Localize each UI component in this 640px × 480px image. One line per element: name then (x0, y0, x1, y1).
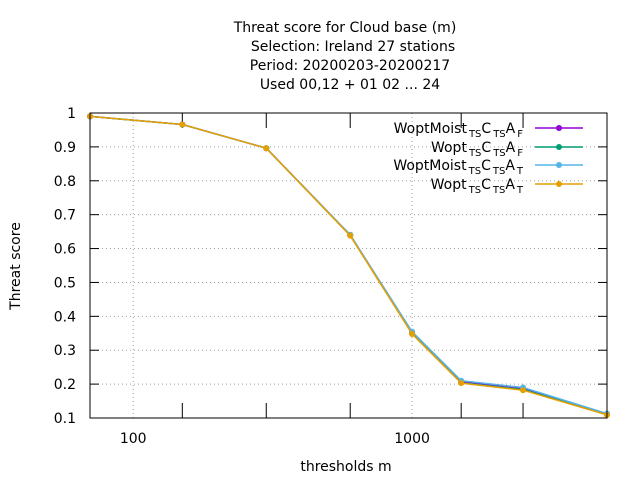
series-1 (87, 113, 610, 417)
series-line (89, 115, 608, 416)
y-tick-label: 0.7 (54, 208, 76, 224)
title-line-2: Selection: Ireland 27 stations (251, 39, 455, 55)
y-tick-label: 0.8 (54, 174, 76, 190)
data-point (179, 121, 186, 128)
y-tick-label: 0.4 (54, 309, 76, 325)
legend-entry-1: WoptMoist TSC TSA F (394, 121, 583, 140)
legend-swatch-point (556, 125, 562, 131)
series-4 (87, 113, 610, 418)
legend-swatch-point (556, 162, 562, 168)
data-point (347, 232, 354, 239)
y-tick-label: 0.1 (54, 411, 76, 427)
chart-title: Threat score for Cloud base (m) Selectio… (233, 20, 457, 93)
legend-entry-2: Wopt TSC TSA F (431, 140, 583, 159)
legend-entry-3: WoptMoist TSC TSA T (393, 158, 583, 177)
y-tick-label: 0.6 (54, 242, 76, 258)
title-line-1: Threat score for Cloud base (m) (233, 20, 457, 36)
series-3 (87, 113, 610, 417)
legend-swatch-point (556, 181, 562, 187)
y-axis-ticks: 0.1 0.2 0.3 0.4 0.5 0.6 0.7 0.8 0.9 1 (54, 106, 607, 427)
plot-frame (89, 112, 608, 419)
series-line (89, 115, 608, 415)
y-tick-label: 0.2 (54, 377, 76, 393)
x-tick-label: 1000 (394, 431, 430, 447)
legend-swatch-point (556, 144, 562, 150)
data-point (263, 145, 270, 152)
x-axis-label: thresholds m (300, 459, 391, 475)
series-line (89, 115, 608, 415)
legend-label: WoptMoist TSC TSA T (393, 158, 524, 177)
data-point (458, 380, 465, 387)
legend-label: Wopt TSC TSA F (431, 140, 523, 159)
title-line-3: Period: 20200203-20200217 (250, 58, 450, 74)
y-tick-label: 1 (67, 106, 76, 122)
series-group (87, 113, 610, 418)
series-line (89, 115, 608, 416)
y-axis-label: Threat score (8, 222, 24, 311)
grid-lines (90, 112, 607, 419)
legend-entry-4: Wopt TSC TSA T (431, 177, 583, 196)
y-tick-label: 0.9 (54, 140, 76, 156)
series-2 (87, 113, 610, 418)
y-tick-label: 0.5 (54, 275, 76, 291)
legend-label: Wopt TSC TSA T (431, 177, 524, 196)
title-line-4: Used 00,12 + 01 02 ... 24 (260, 77, 440, 93)
data-point (409, 330, 416, 337)
x-tick-label: 100 (120, 431, 147, 447)
data-point (520, 387, 527, 394)
x-axis-ticks: 100 1000 (89, 113, 608, 447)
legend-label: WoptMoist TSC TSA F (394, 121, 524, 140)
y-tick-label: 0.3 (54, 343, 76, 359)
